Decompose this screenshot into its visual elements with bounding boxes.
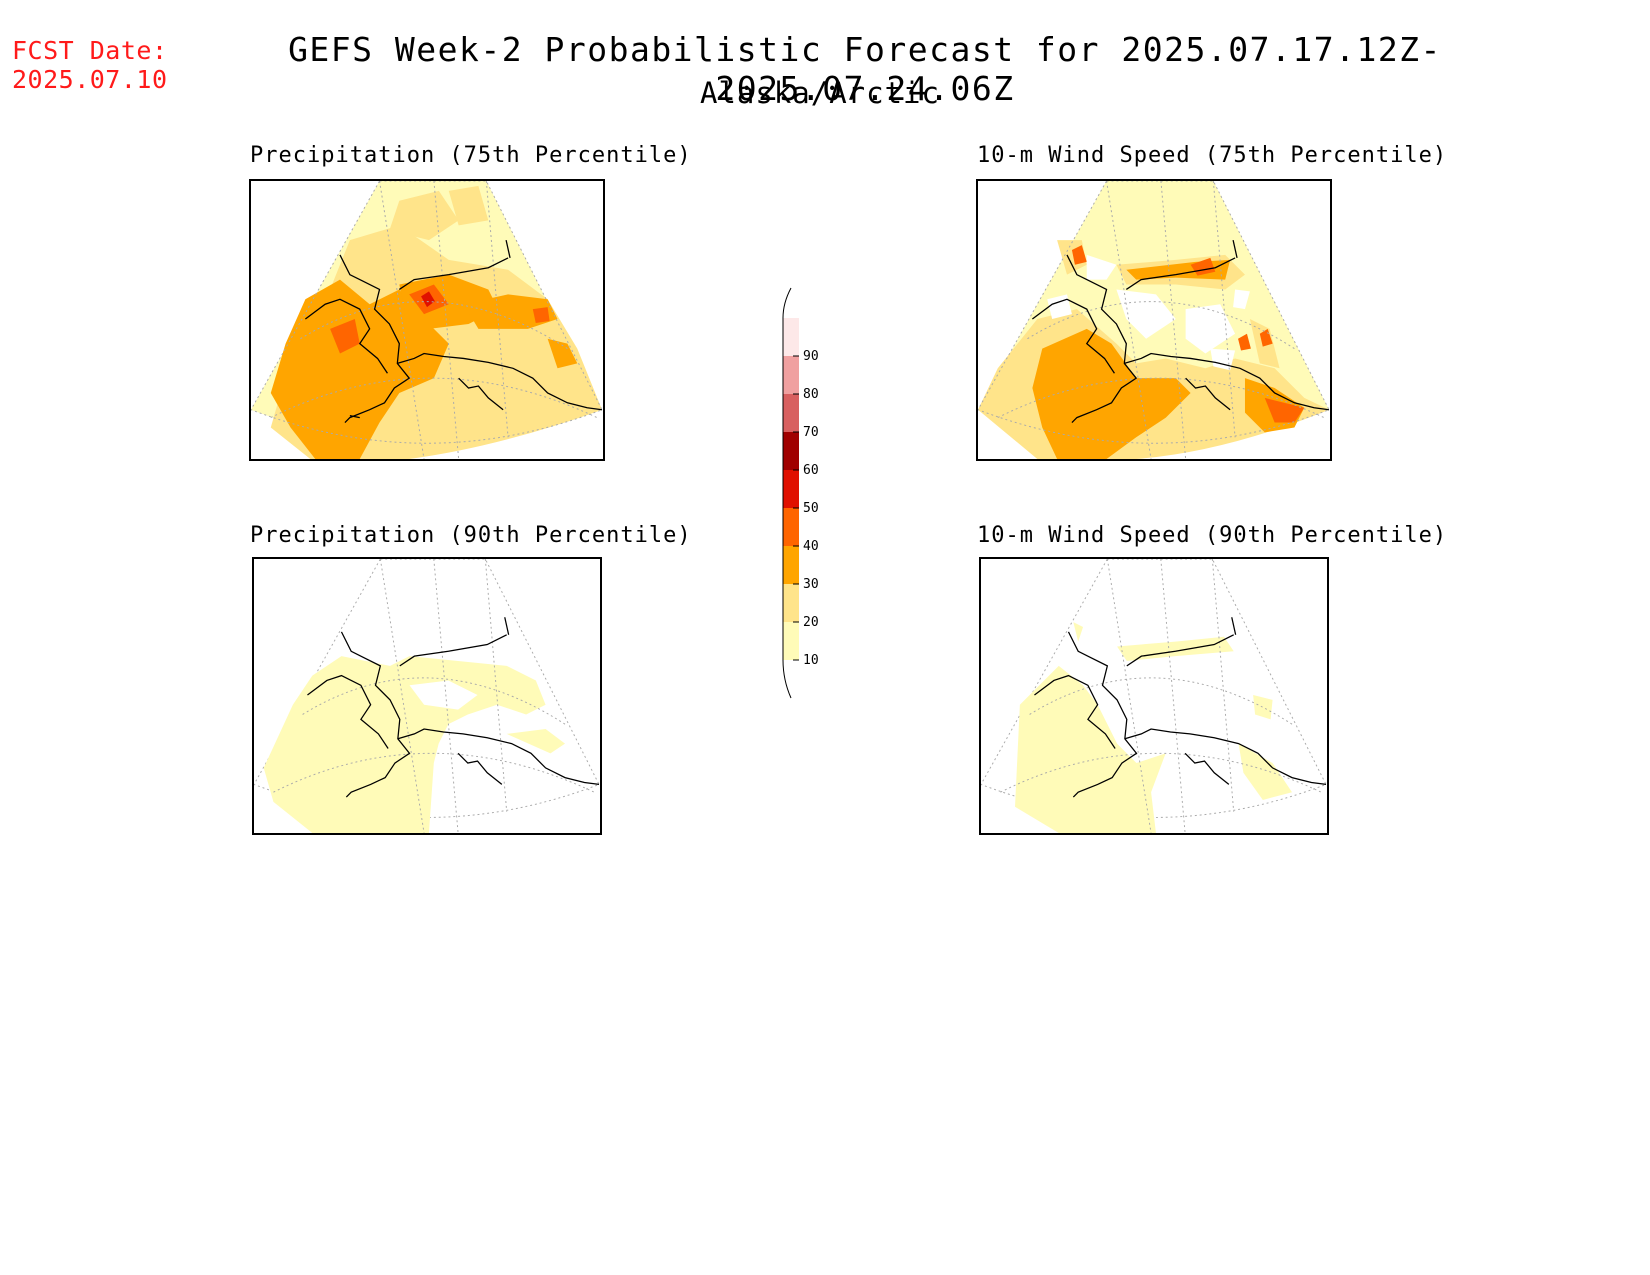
map-precip-75 bbox=[249, 179, 605, 461]
legend-swatch bbox=[783, 432, 799, 470]
shade-10 bbox=[1253, 695, 1273, 720]
map-wind-75 bbox=[976, 179, 1332, 461]
shade-10 bbox=[1015, 665, 1166, 833]
coastline bbox=[1031, 240, 1330, 423]
shade-10 bbox=[506, 729, 566, 754]
shade-20 bbox=[389, 190, 459, 241]
legend-swatch bbox=[783, 318, 799, 356]
panel-title-precip-75: Precipitation (75th Percentile) bbox=[250, 143, 692, 168]
panel-title-wind-75: 10-m Wind Speed (75th Percentile) bbox=[977, 143, 1448, 168]
page-title: GEFS Week-2 Probabilistic Forecast for 2… bbox=[288, 30, 1442, 108]
shade-30 bbox=[1032, 328, 1191, 459]
panel-title-precip-90: Precipitation (90th Percentile) bbox=[250, 523, 692, 548]
blank-white bbox=[1233, 289, 1250, 310]
grid-lines bbox=[1000, 559, 1322, 833]
shade-50 bbox=[421, 291, 435, 308]
grid-lines bbox=[273, 559, 595, 833]
blank-white bbox=[1185, 304, 1236, 354]
shade-30 bbox=[270, 279, 449, 459]
legend-label: 30 bbox=[803, 577, 819, 592]
legend-swatch bbox=[783, 584, 799, 622]
shade-10 bbox=[1073, 622, 1084, 642]
grid-lines bbox=[270, 181, 598, 459]
shade-10 bbox=[1238, 743, 1293, 800]
shade-40 bbox=[532, 307, 550, 323]
map-wind-90 bbox=[979, 557, 1329, 835]
shade-40 bbox=[1259, 328, 1273, 347]
domain-outline bbox=[978, 181, 1330, 444]
legend-swatch bbox=[783, 622, 799, 660]
coastline bbox=[307, 617, 600, 798]
legend-swatch bbox=[783, 356, 799, 394]
forecast-date-label: FCST Date: bbox=[12, 36, 168, 65]
blank-white bbox=[1210, 348, 1236, 371]
panel-title-wind-90: 10-m Wind Speed (90th Percentile) bbox=[977, 523, 1448, 548]
legend-label: 90 bbox=[803, 349, 819, 364]
legend-label: 20 bbox=[803, 615, 819, 630]
legend-label: 50 bbox=[803, 501, 819, 516]
blank-white bbox=[1047, 294, 1072, 320]
shade-40 bbox=[1071, 245, 1087, 265]
shade-40 bbox=[1238, 333, 1251, 351]
legend-label: 60 bbox=[803, 463, 819, 478]
forecast-date-value: 2025.07.10 bbox=[12, 65, 168, 94]
legend-swatch bbox=[783, 508, 799, 546]
legend-swatch bbox=[783, 394, 799, 432]
blank-white bbox=[1116, 289, 1176, 339]
map-precip-90 bbox=[252, 557, 602, 835]
legend-swatch bbox=[783, 546, 799, 584]
shade-30 bbox=[463, 294, 558, 329]
coastline bbox=[304, 240, 603, 423]
shade-40 bbox=[1264, 397, 1305, 423]
color-legend: 10 20 30 40 50 60 70 80 90 bbox=[780, 287, 860, 745]
legend-label: 70 bbox=[803, 425, 819, 440]
legend-tail-bottom bbox=[782, 659, 792, 699]
legend-label: 10 bbox=[803, 653, 819, 668]
shade-40 bbox=[330, 319, 360, 354]
forecast-date-block: FCST Date: 2025.07.10 bbox=[12, 36, 168, 94]
grid-lines bbox=[997, 181, 1325, 459]
region-subtitle: Alaska/Arctic bbox=[700, 76, 940, 110]
blank-white bbox=[409, 680, 478, 710]
shade-20 bbox=[448, 185, 489, 226]
legend-label: 80 bbox=[803, 387, 819, 402]
blank-white bbox=[1086, 254, 1117, 280]
legend-label: 40 bbox=[803, 539, 819, 554]
legend-tail-top bbox=[782, 287, 792, 319]
coastline bbox=[1034, 617, 1327, 798]
shade-10 bbox=[263, 656, 546, 833]
domain-outline bbox=[251, 181, 603, 444]
legend-swatch bbox=[783, 470, 799, 508]
